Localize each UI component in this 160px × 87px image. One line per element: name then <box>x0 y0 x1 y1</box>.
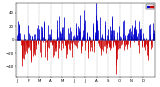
Legend: , : , <box>146 4 154 9</box>
